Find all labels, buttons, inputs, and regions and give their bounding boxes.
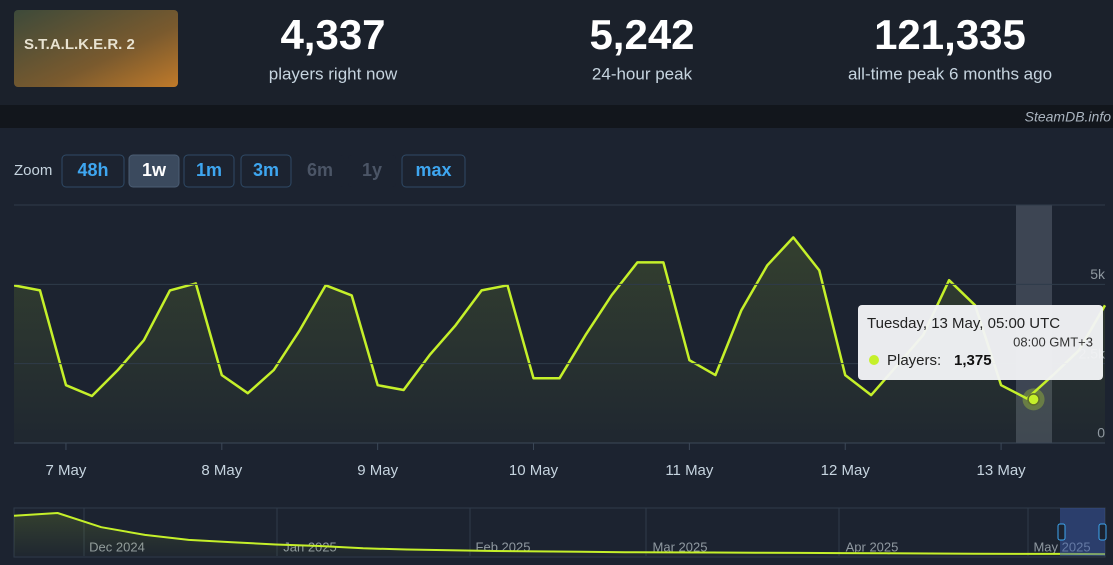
zoom-button-label: 48h: [77, 160, 108, 180]
y-tick-label: 0: [1097, 425, 1105, 441]
zoom-button: [296, 155, 344, 187]
zoom-button[interactable]: [61, 154, 125, 188]
x-tick-label: 8 May: [201, 462, 242, 479]
navigator-month-label: Mar 2025: [653, 539, 708, 554]
navigator-handle[interactable]: [1098, 523, 1107, 541]
zoom-button-label: 1m: [196, 160, 222, 180]
stat-value: 5,242: [589, 11, 694, 58]
header-bg: [0, 0, 1113, 105]
x-tick-label: 12 May: [821, 462, 871, 479]
stat-label: all-time peak 6 months ago: [848, 64, 1052, 83]
zoom-button[interactable]: [240, 154, 292, 188]
stat-value: 4,337: [280, 11, 385, 58]
band-bg: [0, 105, 1113, 128]
x-tick-label: 10 May: [509, 462, 559, 479]
zoom-button: [348, 155, 396, 187]
thumbnail-text: S.T.A.L.K.E.R. 2: [24, 36, 135, 53]
area-fill: [14, 237, 1105, 443]
y-tick-label: 5k: [1090, 266, 1106, 282]
x-tick-label: 7 May: [46, 462, 87, 479]
zoom-button-label: 3m: [253, 160, 279, 180]
tooltip-value: 1,375: [954, 352, 992, 369]
tooltip-label: Players:: [887, 352, 941, 369]
zoom-label: Zoom: [14, 162, 52, 179]
watermark: SteamDB.info: [1025, 109, 1112, 125]
hover-point: [1027, 393, 1040, 406]
navigator-month-label: Apr 2025: [846, 539, 899, 554]
line: [13, 512, 1106, 556]
zoom-button-label: max: [415, 160, 451, 180]
x-tick-label: 9 May: [357, 462, 398, 479]
zoom-button[interactable]: [401, 154, 466, 188]
tooltip-box: [858, 305, 1103, 380]
stat-label: 24-hour peak: [592, 64, 693, 83]
stat-value: 121,335: [874, 11, 1026, 58]
zoom-button-label: 6m: [307, 160, 333, 180]
zoom-button[interactable]: [128, 154, 180, 188]
navigator-selection[interactable]: [1060, 508, 1105, 556]
tooltip-legend-dot: [869, 355, 879, 365]
zoom-button-label: 1y: [362, 160, 382, 180]
game-thumbnail[interactable]: [14, 10, 178, 87]
stat-label: players right now: [269, 64, 398, 83]
zoom-button-label: 1w: [142, 160, 167, 180]
zoom-button[interactable]: [183, 154, 235, 188]
tooltip-subtitle: 08:00 GMT+3: [1013, 334, 1093, 349]
x-tick-label: 13 May: [976, 462, 1026, 479]
navigator-handle[interactable]: [1057, 523, 1066, 541]
tooltip-title: Tuesday, 13 May, 05:00 UTC: [867, 315, 1060, 332]
x-tick-label: 11 May: [665, 462, 714, 479]
